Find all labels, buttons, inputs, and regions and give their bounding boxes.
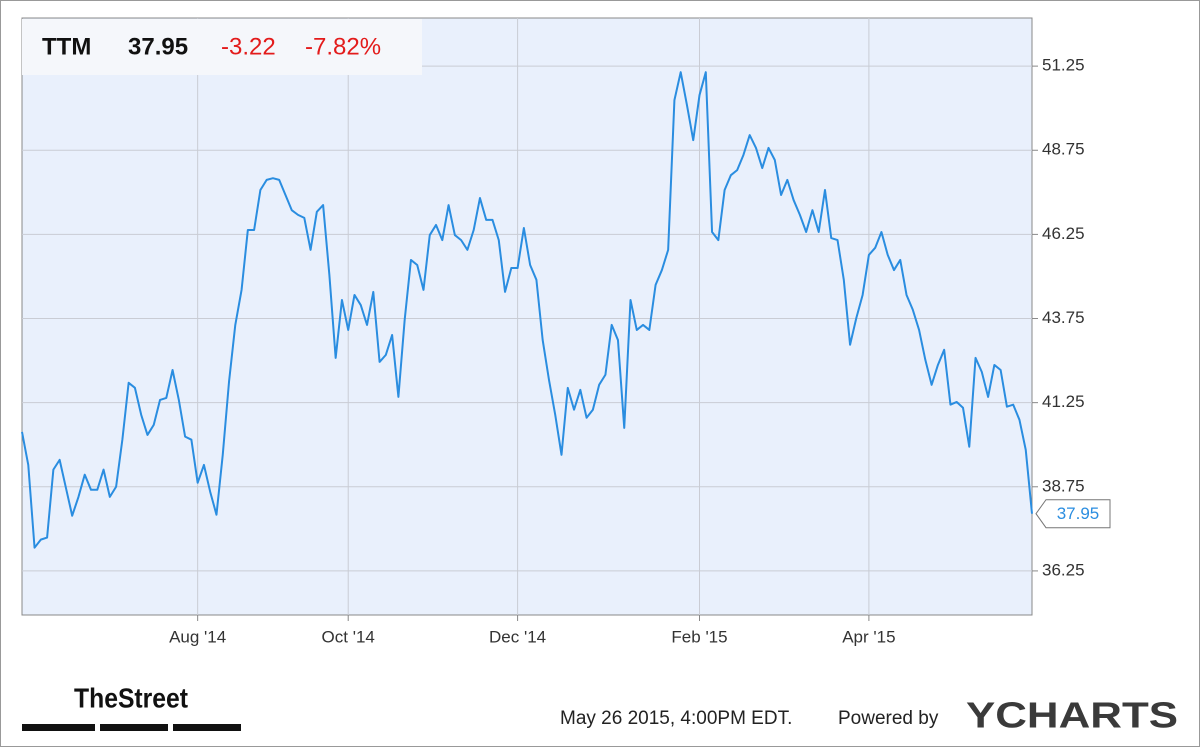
ticker: TTM bbox=[42, 33, 91, 60]
y-tick-label: 43.75 bbox=[1042, 308, 1085, 327]
change-pct: -7.82% bbox=[305, 33, 381, 60]
y-tick-label: 51.25 bbox=[1042, 56, 1085, 75]
y-tick-label: 41.25 bbox=[1042, 392, 1085, 411]
provider-logo: YCHARTS bbox=[966, 695, 1178, 736]
change: -3.22 bbox=[221, 33, 276, 60]
last-price: 37.95 bbox=[128, 33, 188, 60]
y-tick-label: 48.75 bbox=[1042, 140, 1085, 159]
x-tick-label: Apr '15 bbox=[842, 627, 895, 646]
last-value-box bbox=[1035, 499, 1111, 529]
brand-logo: TheStreet bbox=[74, 682, 188, 713]
x-tick-label: Dec '14 bbox=[489, 627, 546, 646]
header-box bbox=[22, 19, 422, 75]
x-tick-label: Aug '14 bbox=[169, 627, 226, 646]
price-line bbox=[21, 71, 1033, 549]
logo-bar bbox=[100, 724, 168, 731]
powered-by: Powered by bbox=[838, 708, 939, 729]
x-tick-label: Oct '14 bbox=[322, 627, 375, 646]
y-tick-label: 46.25 bbox=[1042, 224, 1085, 243]
timestamp: May 26 2015, 4:00PM EDT. bbox=[560, 708, 792, 729]
plot-area bbox=[21, 17, 1033, 616]
logo-bar bbox=[22, 724, 95, 731]
y-tick-label: 38.75 bbox=[1042, 476, 1085, 495]
last-value-label: 37.95 bbox=[1057, 504, 1100, 523]
logo-bar bbox=[173, 724, 241, 731]
x-tick-label: Feb '15 bbox=[671, 627, 727, 646]
y-tick-label: 36.25 bbox=[1042, 560, 1085, 579]
